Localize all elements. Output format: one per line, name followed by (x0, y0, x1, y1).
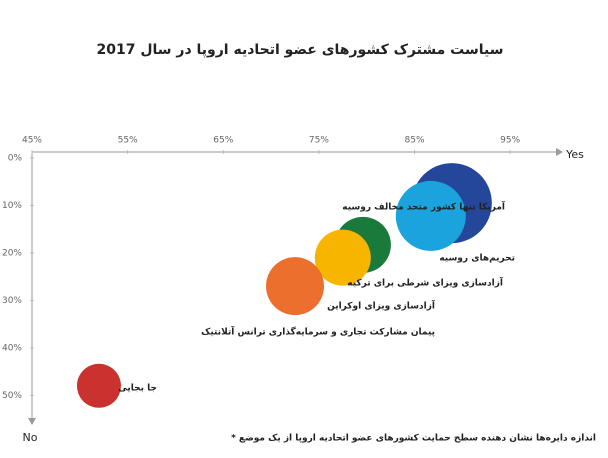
bubble (266, 257, 324, 316)
y-tick-label: 30% (2, 296, 22, 306)
x-tick-label: 55% (118, 136, 138, 146)
y-tick-label: 50% (2, 391, 22, 401)
y-axis-label: No (23, 431, 38, 444)
y-tick-label: 20% (2, 248, 22, 258)
note: * اندازه دایره‌ها نشان دهنده سطح حمایت ک… (231, 434, 596, 444)
bubble (395, 180, 466, 251)
bubble-label: پیمان مشارکت تجاری و سرمایه‌گذاری ترانس … (201, 326, 435, 338)
x-tick-label: 45% (22, 136, 42, 146)
bubble-label: آمریکا تنها کشور متحد مخالف روسیه (342, 201, 506, 213)
bubble (314, 229, 371, 286)
bubble-label: جا بجایی (118, 384, 157, 394)
y-tick-label: 10% (2, 201, 22, 211)
y-arrow (28, 418, 36, 425)
bubble-label: آزادسازی ویزای شرطی برای ترکیه (347, 277, 504, 289)
bubble-label: تحریم‌های روسیه (439, 254, 515, 264)
x-tick-label: 95% (500, 136, 520, 146)
bubble-label: آزادسازی ویزای اوکراین (327, 300, 436, 312)
y-tick-label: 40% (2, 343, 22, 353)
x-tick-label: 85% (405, 136, 425, 146)
bubble (76, 363, 121, 408)
y-tick-label: 0% (8, 154, 23, 164)
x-tick-label: 75% (309, 136, 329, 146)
x-axis-label: Yes (565, 148, 584, 161)
x-arrow (556, 148, 563, 156)
x-tick-label: 65% (213, 136, 233, 146)
chart-title: سیاست مشترک کشورهای عضو اتحادیه اروپا در… (97, 42, 504, 58)
